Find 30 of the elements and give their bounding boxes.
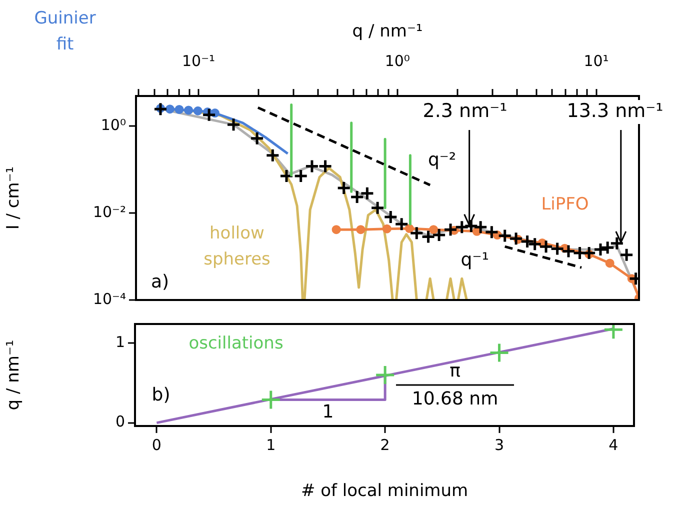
text: oscillations (188, 333, 284, 354)
annotation: b) (152, 384, 170, 406)
annotation: 2.3 nm⁻¹ (422, 100, 508, 122)
text: Guinier fit (34, 8, 96, 54)
annotation: 13.3 nm⁻¹ (566, 100, 664, 122)
series-label: hollow spheres (204, 223, 271, 270)
series-label: LiPFO (541, 194, 589, 214)
annotation: 1 (322, 401, 334, 422)
y-tick-label: 0 (115, 412, 125, 431)
annotation: a) (150, 272, 170, 293)
x-tick-label: 10⁻¹ (182, 52, 216, 70)
annotation: 10.68 nm (412, 388, 498, 410)
x-tick-label: 0 (152, 436, 162, 454)
x-tick-label: 4 (608, 436, 618, 454)
x-axis-title: # of local minimum (300, 481, 468, 502)
y-axis-title: q / nm⁻¹ (4, 340, 24, 410)
annotation: q⁻² (428, 150, 456, 171)
y-axis-title: I / cm⁻¹ (4, 166, 24, 230)
y-tick-label: 10⁻⁴ (92, 290, 126, 308)
annotation: q⁻¹ (460, 249, 489, 270)
y-tick-label: 1 (115, 333, 125, 352)
x-tick-label: 3 (494, 436, 504, 454)
y-tick-label: 10⁰ (100, 116, 126, 134)
y-tick-label: 10⁻² (92, 202, 126, 221)
x-tick-label: 1 (266, 436, 276, 454)
x-tick-label: 10⁰ (384, 52, 410, 70)
annotation: π (450, 360, 461, 382)
x-axis-title: q / nm⁻¹ (352, 22, 423, 42)
x-tick-label: 2 (380, 436, 390, 454)
x-tick-label: 10¹ (584, 52, 609, 70)
